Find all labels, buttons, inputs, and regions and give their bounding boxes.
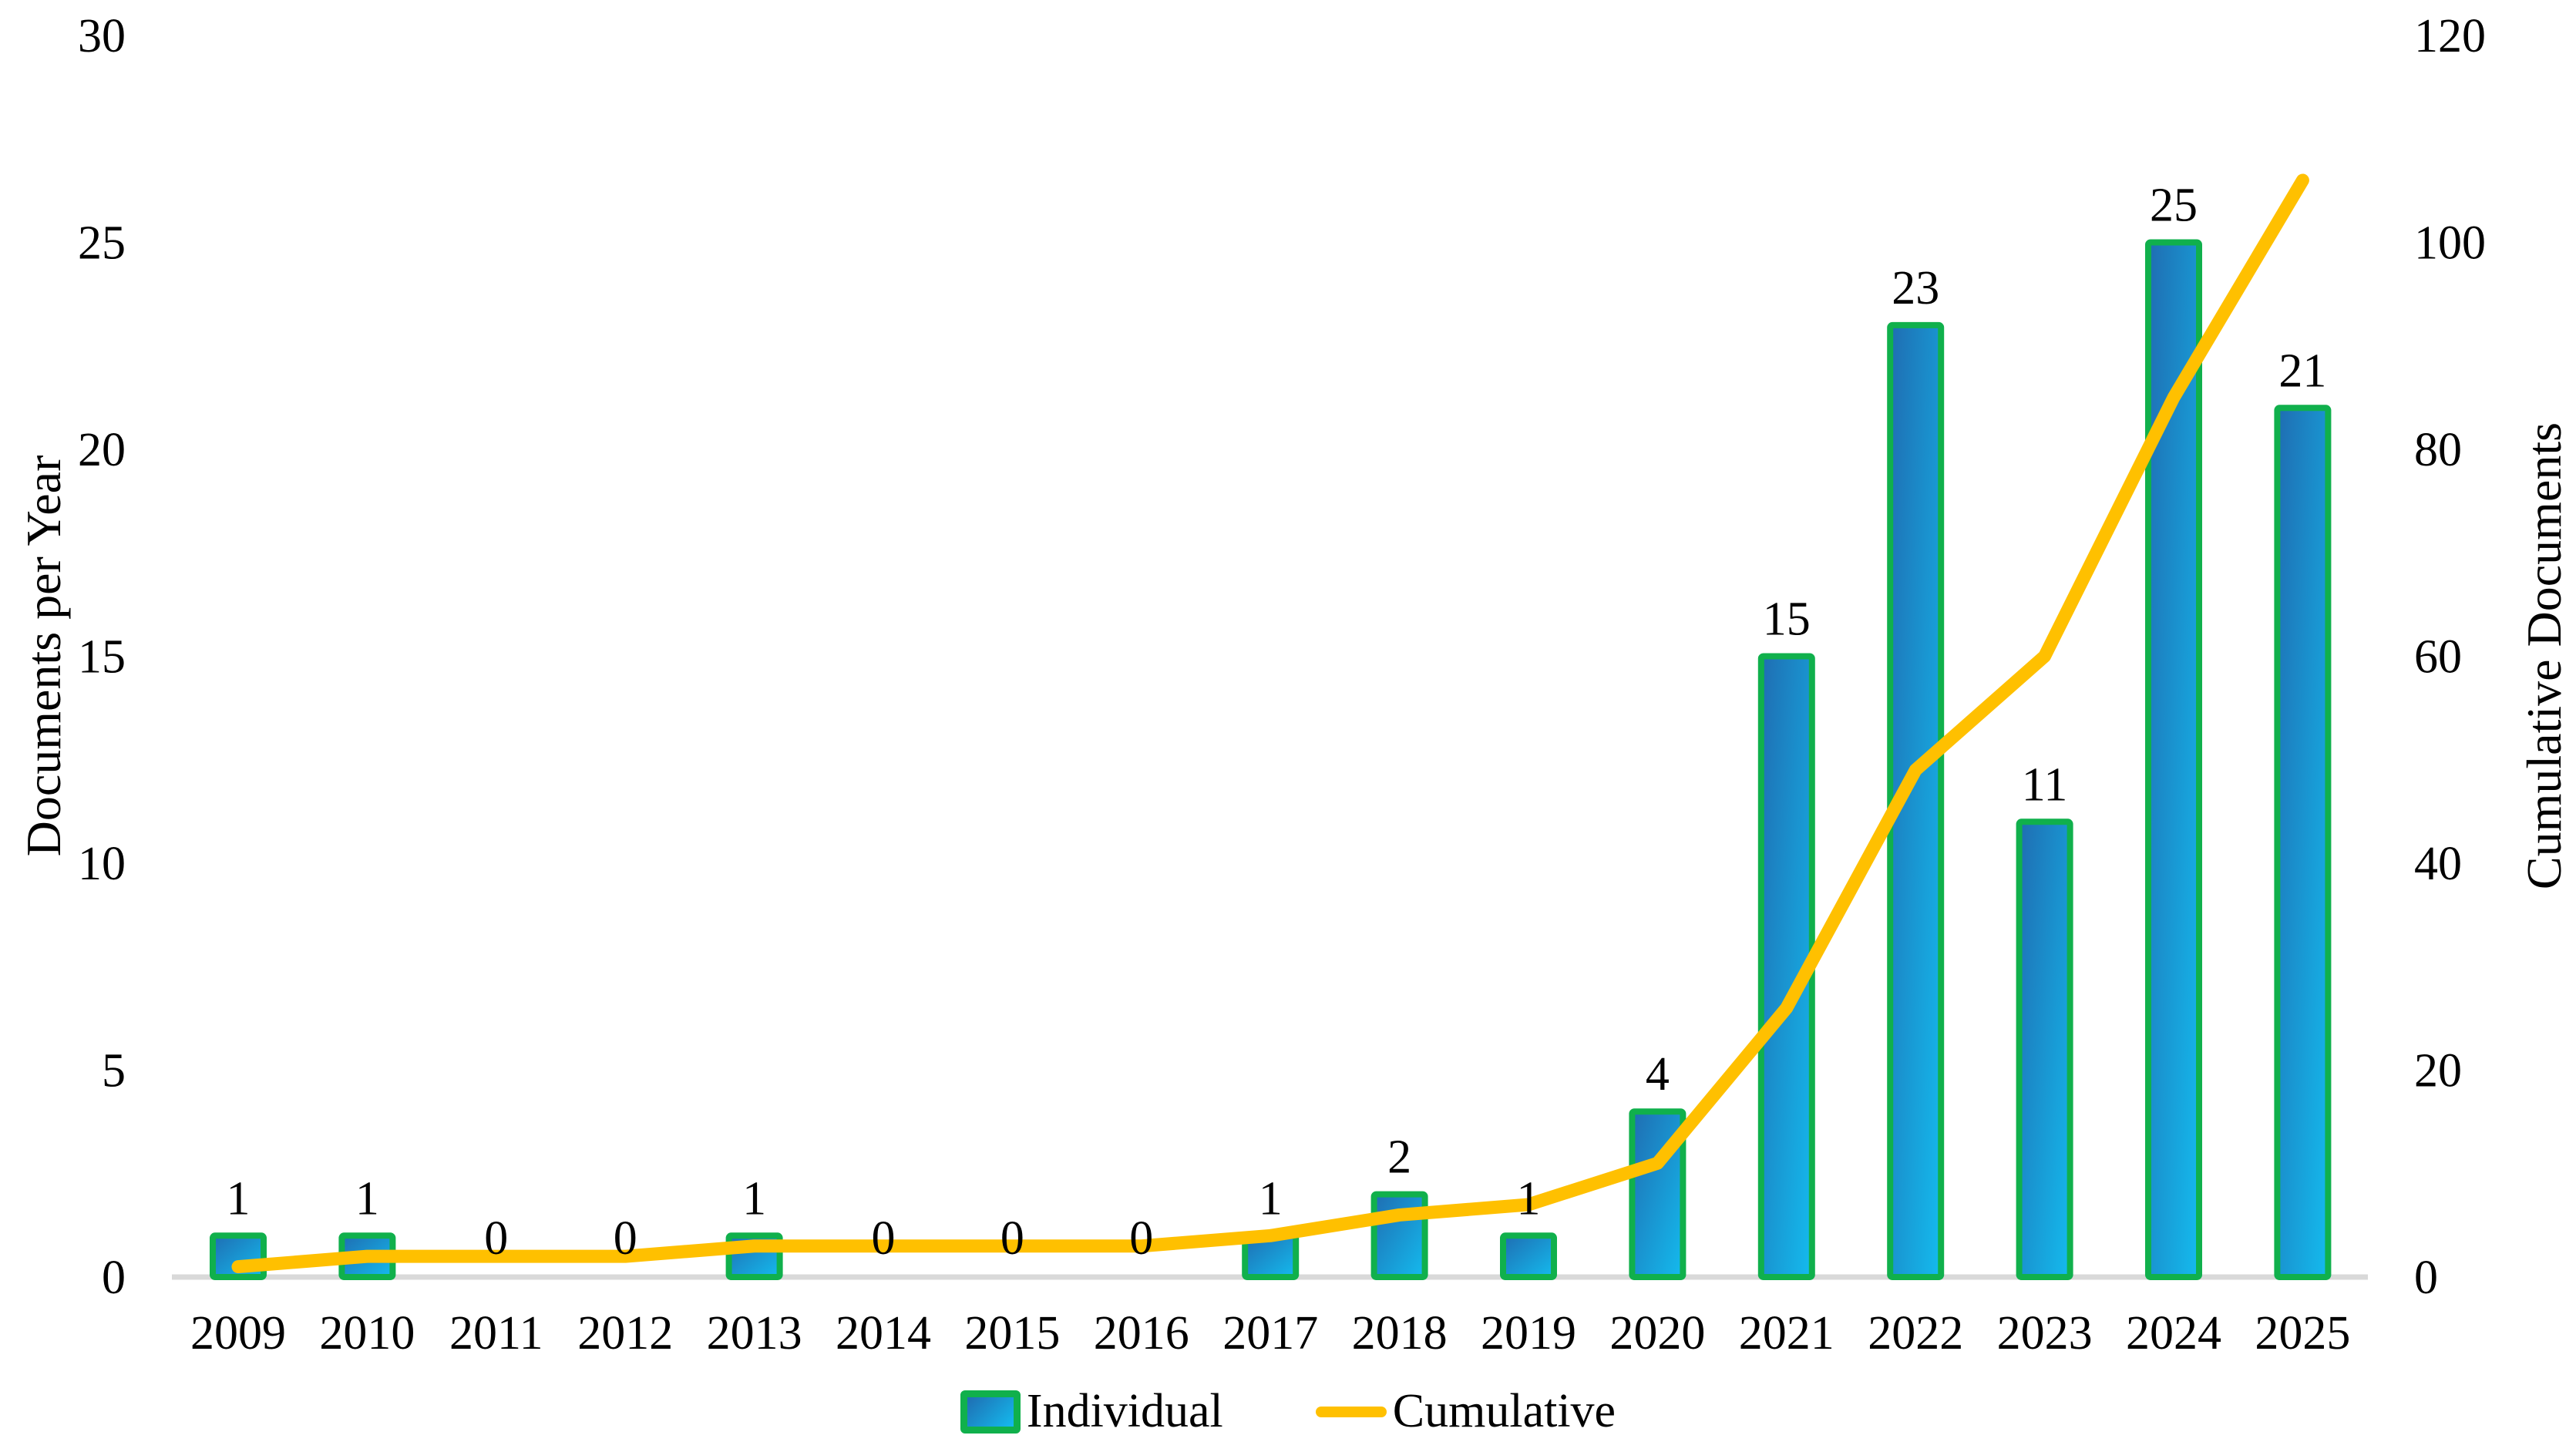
bar-2019 (1500, 1232, 1557, 1281)
right-axis-tick-120: 120 (2414, 10, 2486, 62)
x-axis-label-2020: 2020 (1609, 1307, 1705, 1360)
right-axis-tick-20: 20 (2414, 1045, 2462, 1097)
data-label-2019: 1 (1517, 1172, 1541, 1225)
x-axis-label-2010: 2010 (319, 1307, 415, 1360)
data-label-2009: 1 (227, 1172, 251, 1225)
x-axis-label-2019: 2019 (1481, 1307, 1576, 1360)
data-label-2016: 0 (1129, 1212, 1153, 1265)
x-axis-label-2015: 2015 (964, 1307, 1060, 1360)
right-axis-tick-100: 100 (2414, 217, 2486, 270)
x-axis-label-2016: 2016 (1094, 1307, 1189, 1360)
x-axis-label-2011: 2011 (449, 1307, 543, 1360)
right-axis-tick-60: 60 (2414, 631, 2462, 684)
left-axis-tick-0: 0 (102, 1252, 126, 1304)
left-axis-tick-10: 10 (78, 838, 126, 890)
x-axis-label-2024: 2024 (2126, 1307, 2221, 1360)
legend-item-individual: Individual (960, 1384, 1223, 1439)
left-axis-tick-5: 5 (102, 1045, 126, 1097)
right-axis-tick-80: 80 (2414, 424, 2462, 476)
data-label-2012: 0 (614, 1212, 637, 1265)
data-label-2018: 2 (1387, 1131, 1411, 1184)
data-label-2021: 15 (1763, 593, 1811, 646)
data-label-2025: 21 (2278, 345, 2326, 397)
x-axis-label-2025: 2025 (2255, 1307, 2350, 1360)
data-label-2014: 0 (872, 1212, 896, 1265)
left-axis-tick-20: 20 (78, 424, 126, 476)
x-axis-label-2018: 2018 (1352, 1307, 1448, 1360)
x-axis-label-2021: 2021 (1739, 1307, 1834, 1360)
x-axis-label-2012: 2012 (577, 1307, 673, 1360)
cumulative-line (231, 173, 2309, 1274)
cumulative-line-swatch-icon (1315, 1406, 1387, 1417)
right-axis-title: Cumulative Documents (2517, 422, 2571, 890)
left-axis-tick-15: 15 (78, 631, 126, 684)
data-label-2020: 4 (1646, 1048, 1670, 1101)
data-label-2010: 1 (355, 1172, 379, 1225)
legend-item-cumulative: Cumulative (1315, 1384, 1616, 1439)
bar-2023 (2016, 818, 2073, 1281)
individual-bar-swatch-icon (960, 1390, 1021, 1434)
data-label-2022: 23 (1892, 262, 1939, 314)
left-axis-tick-30: 30 (78, 10, 126, 62)
legend: Individual Cumulative (0, 1384, 2576, 1439)
data-label-2011: 0 (484, 1212, 508, 1265)
bar-2018 (1370, 1191, 1428, 1280)
legend-label-cumulative: Cumulative (1392, 1385, 1616, 1437)
x-axis-label-2022: 2022 (1868, 1307, 1963, 1360)
data-label-2024: 25 (2150, 180, 2198, 232)
x-axis-label-2013: 2013 (707, 1307, 802, 1360)
right-axis-tick-40: 40 (2414, 838, 2462, 890)
x-axis-label-2009: 2009 (190, 1307, 286, 1360)
bar-2025 (2274, 405, 2332, 1280)
x-axis-label-2023: 2023 (1997, 1307, 2093, 1360)
legend-label-individual: Individual (1026, 1385, 1223, 1437)
bar-2024 (2145, 239, 2202, 1280)
data-label-2017: 1 (1259, 1172, 1283, 1225)
right-axis-tick-0: 0 (2414, 1252, 2438, 1304)
left-axis-tick-25: 25 (78, 217, 126, 270)
left-axis-title: Documents per Year (16, 455, 71, 857)
data-label-2013: 1 (742, 1172, 766, 1225)
x-axis-label-2014: 2014 (836, 1307, 931, 1360)
x-axis-label-2017: 2017 (1222, 1307, 1318, 1360)
data-label-2015: 0 (1000, 1212, 1024, 1265)
data-label-2023: 11 (2022, 758, 2068, 811)
bar-2022 (1887, 321, 1945, 1280)
